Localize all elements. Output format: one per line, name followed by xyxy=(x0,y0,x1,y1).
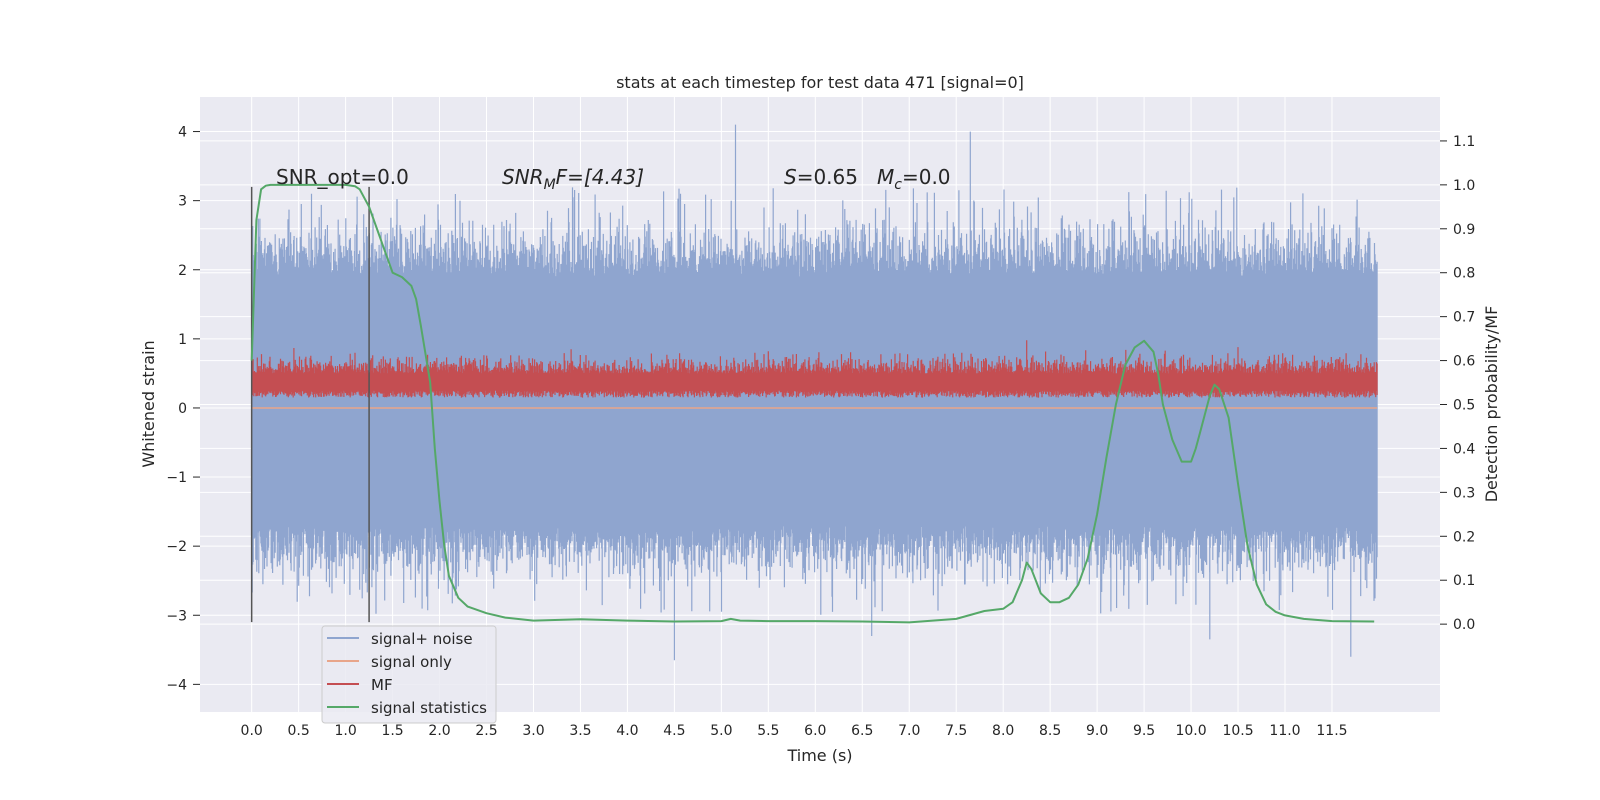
axes: 0.0 0.5 1.0 1.5 2.0 2.5 3.0 3.5 4.0 4.5 5.0 5.5 6.0 6… xyxy=(166,125,1475,739)
x-tick-label: 4.5 xyxy=(663,723,685,739)
annotation-s-value: =0.65 xyxy=(797,165,858,189)
x-tick-label: 0.0 xyxy=(241,723,263,739)
x-tick-label: 3.0 xyxy=(522,723,544,739)
y-right-tick-label: 0.0 xyxy=(1453,617,1475,633)
y-right-tick-label: 1.0 xyxy=(1453,178,1475,194)
y-right-tick-label: 0.3 xyxy=(1453,485,1475,501)
x-tick-label: 5.5 xyxy=(757,723,779,739)
x-tick-label: 1.0 xyxy=(334,723,356,739)
y-tick-label: 4 xyxy=(178,125,187,141)
y-right-tick-label: 0.2 xyxy=(1453,529,1475,545)
y-right-tick-label: 0.7 xyxy=(1453,310,1475,326)
x-tick-label: 5.0 xyxy=(710,723,732,739)
x-tick-label: 1.5 xyxy=(381,723,403,739)
y-right-tick-label: 1.1 xyxy=(1453,134,1475,150)
legend-label-noise: signal+ noise xyxy=(371,630,473,648)
x-tick-label: 6.5 xyxy=(851,723,873,739)
x-tick-label: 7.5 xyxy=(945,723,967,739)
y-axis-label: Whitened strain xyxy=(139,340,158,467)
y-right-tick-label: 0.9 xyxy=(1453,222,1475,238)
legend: signal+ noise signal only MF signal stat… xyxy=(321,625,497,724)
x-tick-label: 10.5 xyxy=(1222,723,1253,739)
y-tick-label: −1 xyxy=(166,470,187,486)
y-right-tick-label: 0.4 xyxy=(1453,441,1475,457)
annotation-s: S=0.65 xyxy=(784,165,858,189)
x-tick-label: 7.0 xyxy=(898,723,920,739)
series-signal-statistics xyxy=(250,183,1375,624)
y-right-tick-label: 0.8 xyxy=(1453,266,1475,282)
x-tick-label: 3.5 xyxy=(569,723,591,739)
x-tick-label: 8.0 xyxy=(992,723,1014,739)
annotation-mc-value: =0.0 xyxy=(902,165,951,189)
legend-box xyxy=(321,625,497,724)
x-tick-label: 6.0 xyxy=(804,723,826,739)
x-axis-label: Time (s) xyxy=(786,746,852,765)
x-tick-label: 2.5 xyxy=(475,723,497,739)
y-right-tick-label: 0.5 xyxy=(1453,398,1475,414)
annotation-snr-mf-sub: M xyxy=(544,177,556,193)
signal-statistics-trace xyxy=(250,183,1375,624)
y-tick-label: −4 xyxy=(166,677,187,693)
legend-label-mf: MF xyxy=(371,676,393,694)
y-tick-label: 2 xyxy=(178,263,187,279)
y-right-tick-label: 0.1 xyxy=(1453,573,1475,589)
x-tick-label: 9.5 xyxy=(1133,723,1155,739)
x-tick-label: 4.0 xyxy=(616,723,638,739)
y-axis-label-right: Detection probability/MF xyxy=(1482,306,1501,503)
y-right-tick-label: 0.6 xyxy=(1453,354,1475,370)
y-tick-label: 1 xyxy=(178,332,187,348)
chart-title: stats at each timestep for test data 471… xyxy=(616,73,1024,92)
x-tick-label: 9.0 xyxy=(1086,723,1108,739)
window-markers xyxy=(250,186,370,623)
legend-label-signal-statistics: signal statistics xyxy=(371,699,487,717)
annotation-snr-opt: SNR_opt=0.0 xyxy=(276,165,409,189)
annotation-snr-mf-prefix: SNR xyxy=(502,165,544,189)
y-tick-label: 0 xyxy=(178,401,187,417)
annotation-s-label: S xyxy=(784,165,797,189)
legend-label-signal-only: signal only xyxy=(371,653,452,671)
x-tick-label: 0.5 xyxy=(288,723,310,739)
annotation-mc: Mc=0.0 xyxy=(877,165,951,193)
x-tick-label: 11.0 xyxy=(1269,723,1300,739)
annotation-mc-sub: c xyxy=(894,177,902,193)
annotation-snr-mf: SNRMF=[4.43] xyxy=(502,165,644,193)
x-tick-label: 11.5 xyxy=(1316,723,1347,739)
annotation-mc-label: M xyxy=(877,165,894,189)
annotation-snr-mf-suffix: F=[4.43] xyxy=(556,165,644,189)
x-tick-label: 10.0 xyxy=(1175,723,1206,739)
y-tick-label: −2 xyxy=(166,539,187,555)
y-tick-label: −3 xyxy=(166,608,187,624)
y-tick-label: 3 xyxy=(178,194,187,210)
x-tick-label: 2.0 xyxy=(428,723,450,739)
x-tick-label: 8.5 xyxy=(1039,723,1061,739)
